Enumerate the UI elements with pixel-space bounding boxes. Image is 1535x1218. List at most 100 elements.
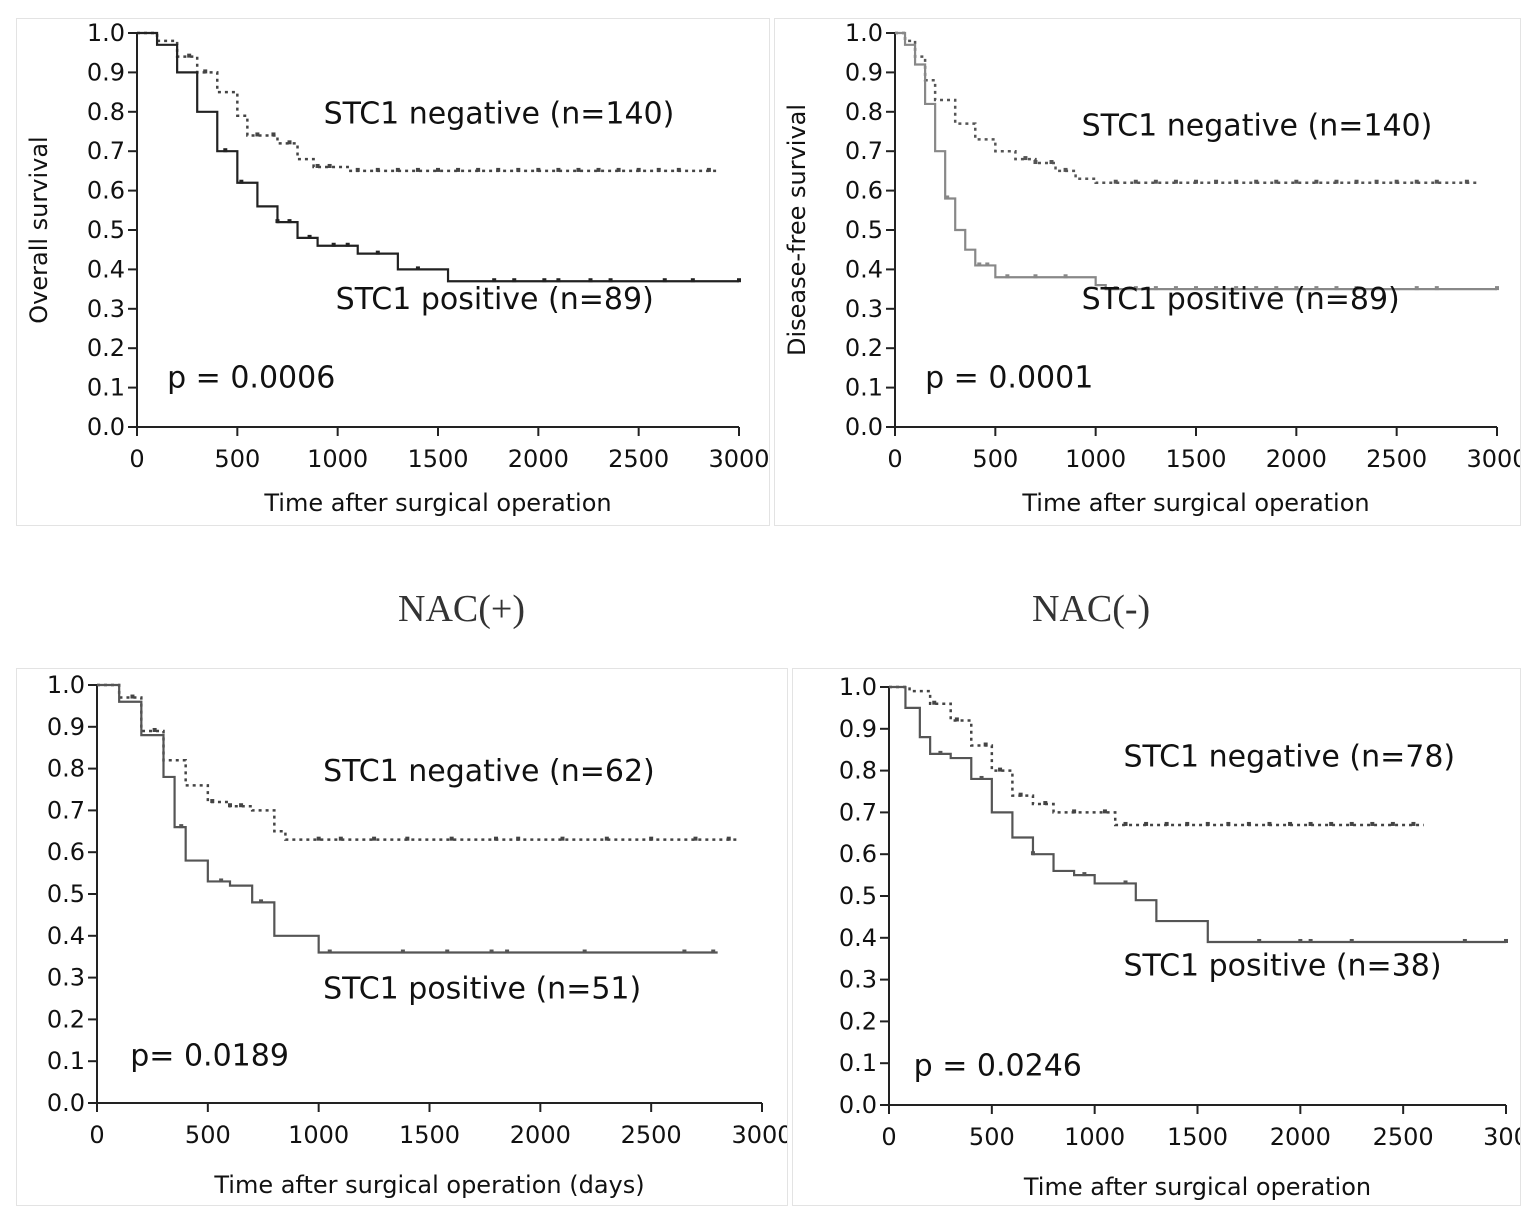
x-tick-label: 0	[881, 1123, 896, 1151]
censor-mark	[1018, 792, 1023, 797]
censor-mark	[1133, 286, 1138, 291]
censor-mark	[449, 836, 454, 841]
censor-mark	[516, 836, 521, 841]
censor-mark	[737, 278, 741, 283]
survival-curve	[97, 683, 740, 841]
x-tick-label: 2500	[1366, 445, 1427, 473]
y-tick-label: 0.7	[87, 137, 125, 165]
censor-mark	[436, 167, 440, 172]
x-tick-label: 500	[969, 1123, 1015, 1151]
censor-mark	[1294, 179, 1299, 184]
censor-mark	[1173, 286, 1178, 291]
censor-mark	[676, 167, 681, 172]
censor-mark	[932, 700, 937, 705]
y-tick-label: 0.2	[839, 1007, 877, 1035]
x-tick-label: 300	[1483, 1123, 1520, 1151]
censor-mark	[505, 949, 510, 954]
censor-mark	[1133, 179, 1138, 184]
censor-mark	[588, 278, 593, 283]
censor-mark	[998, 767, 1003, 772]
censor-mark	[1394, 179, 1399, 184]
censor-mark	[954, 717, 959, 722]
censor-mark	[1194, 179, 1198, 184]
censor-mark	[1267, 821, 1272, 826]
y-tick-label: 0.0	[839, 1091, 877, 1119]
censor-mark	[582, 949, 587, 954]
censor-mark	[983, 742, 988, 747]
y-tick-label: 0.3	[839, 966, 877, 994]
censor-mark	[616, 167, 621, 172]
y-tick-label: 0.8	[87, 98, 125, 126]
censor-mark	[1023, 156, 1028, 161]
y-tick-label: 0.7	[839, 798, 877, 826]
series-label: STC1 positive (n=51)	[323, 972, 641, 1007]
y-tick-label: 0.4	[839, 924, 877, 952]
censor-mark	[275, 219, 280, 224]
censor-mark	[1049, 160, 1054, 165]
y-tick-label: 0.9	[845, 58, 883, 86]
x-tick-label: 2500	[621, 1121, 682, 1149]
y-tick-label: 0.4	[47, 922, 85, 950]
x-tick-label: 0	[887, 445, 902, 473]
censor-mark	[1205, 821, 1210, 826]
censor-mark	[210, 799, 215, 804]
censor-mark	[400, 949, 405, 954]
censor-mark	[1390, 821, 1395, 826]
censor-mark	[331, 242, 336, 247]
x-tick-label: 3000	[1466, 445, 1520, 473]
survival-curve	[895, 31, 1497, 291]
x-tick-label: 1500	[1165, 445, 1226, 473]
censor-mark	[327, 163, 332, 168]
censor-mark	[1462, 938, 1467, 943]
censor-mark	[405, 836, 410, 841]
x-tick-label: 2500	[608, 445, 669, 473]
censor-mark	[596, 167, 601, 172]
x-tick-label: 1000	[1064, 1123, 1125, 1151]
censor-mark	[203, 69, 208, 74]
y-tick-label: 0.6	[839, 840, 877, 868]
censor-mark	[1308, 938, 1313, 943]
censor-mark	[1274, 179, 1279, 184]
x-axis-title: Time after surgical operation (days)	[213, 1171, 644, 1199]
censor-mark	[938, 750, 943, 755]
censor-mark	[1043, 801, 1048, 806]
censor-mark	[1434, 286, 1439, 291]
censor-mark	[1495, 286, 1499, 291]
chart-svg: 0.0 0.1 0.2 0.3 0.4 0.5 0.6 0.7 0.8 0.9 1.0 0 500 100…	[47, 671, 787, 1199]
chart-svg: 0.0 0.1 0.2 0.3 0.4 0.5 0.6 0.7 0.8 0.9 1.0 0 500 100…	[25, 19, 769, 517]
censor-mark	[375, 250, 380, 255]
censor-mark	[1123, 821, 1128, 826]
series-label: STC1 negative (n=140)	[1082, 108, 1433, 143]
y-tick-label: 0.4	[87, 255, 125, 283]
censor-mark	[287, 140, 292, 145]
y-tick-label: 0.2	[845, 334, 883, 362]
censor-mark	[536, 167, 541, 172]
censor-mark	[355, 167, 360, 172]
censor-mark	[239, 179, 244, 184]
y-tick-label: 0.9	[87, 58, 125, 86]
censor-mark	[1123, 880, 1128, 885]
censor-mark	[345, 242, 350, 247]
censor-mark	[327, 949, 332, 954]
censor-mark	[179, 824, 184, 829]
censor-mark	[1153, 179, 1158, 184]
censor-mark	[496, 167, 501, 172]
censor-mark	[1504, 938, 1508, 943]
censor-mark	[1063, 167, 1068, 172]
censor-mark	[315, 163, 320, 168]
series-label: STC1 negative (n=78)	[1123, 739, 1455, 774]
censor-mark	[649, 836, 654, 841]
censor-mark	[1214, 179, 1219, 184]
y-tick-label: 0.6	[47, 838, 85, 866]
censor-mark	[1414, 286, 1419, 291]
y-tick-label: 0.3	[87, 295, 125, 323]
censor-mark	[690, 278, 695, 283]
censor-mark	[152, 727, 157, 732]
y-tick-label: 0.5	[47, 880, 85, 908]
y-tick-label: 0.5	[839, 882, 877, 910]
y-tick-label: 0.1	[47, 1047, 85, 1075]
censor-mark	[1153, 286, 1158, 291]
censor-mark	[1298, 938, 1303, 943]
x-axis-title: Time after surgical operation	[263, 489, 611, 517]
censor-mark	[682, 949, 687, 954]
